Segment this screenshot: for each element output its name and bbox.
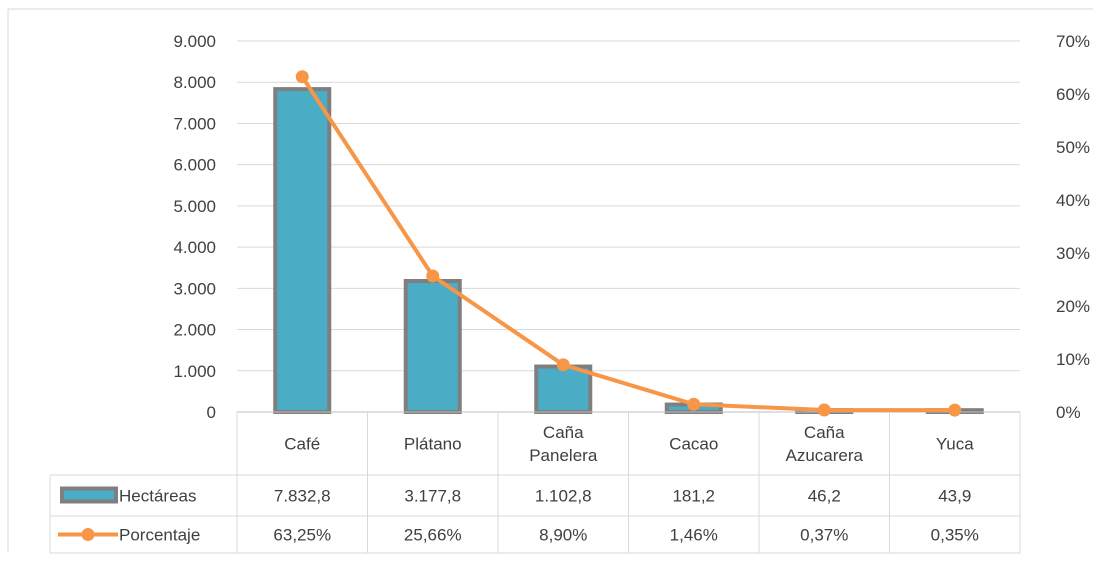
bar-2 <box>403 279 462 414</box>
category-label: Panelera <box>529 446 598 465</box>
category-label: Caña <box>804 423 845 442</box>
legend-key-porcentaje-marker <box>81 528 95 541</box>
porcentaje-point-4 <box>687 397 701 411</box>
left-axis-tick-label: 0 <box>207 403 216 422</box>
bar-1 <box>273 87 332 415</box>
left-axis-tick-label: 7.000 <box>173 114 216 133</box>
table-row-label: Porcentaje <box>119 526 200 545</box>
table-cell: 0,37% <box>800 526 848 545</box>
table-cell: 7.832,8 <box>274 487 331 506</box>
table-cell: 1,46% <box>670 526 718 545</box>
porcentaje-point-3 <box>556 358 570 372</box>
right-axis-tick-label: 70% <box>1056 32 1090 51</box>
table-row-label: Hectáreas <box>119 487 196 506</box>
table-cell: 181,2 <box>672 487 715 506</box>
left-axis-tick-label: 5.000 <box>173 197 216 216</box>
left-axis-tick-label: 8.000 <box>173 73 216 92</box>
category-label: Azucarera <box>786 446 864 465</box>
right-axis-tick-label: 50% <box>1056 138 1090 157</box>
left-axis-tick-label: 6.000 <box>173 156 216 175</box>
table-cell: 25,66% <box>404 526 462 545</box>
right-axis-tick-label: 60% <box>1056 85 1090 104</box>
table-cell: 0,35% <box>931 526 979 545</box>
left-axis-tick-label: 1.000 <box>173 362 216 381</box>
right-axis-tick-label: 0% <box>1056 403 1081 422</box>
left-axis-tick-label: 3.000 <box>173 279 216 298</box>
category-label: Caña <box>543 423 584 442</box>
table-cell: 43,9 <box>938 487 971 506</box>
table-cell: 8,90% <box>539 526 587 545</box>
bar-3 <box>534 364 593 414</box>
right-axis-tick-label: 10% <box>1056 350 1090 369</box>
porcentaje-point-2 <box>426 269 440 283</box>
table-cell: 3.177,8 <box>404 487 461 506</box>
left-axis-tick-label: 4.000 <box>173 238 216 257</box>
left-axis-tick-label: 2.000 <box>173 321 216 340</box>
left-axis-tick-label: 9.000 <box>173 32 216 51</box>
category-label: Café <box>284 435 320 454</box>
porcentaje-point-6 <box>948 403 962 417</box>
category-label: Plátano <box>404 435 462 454</box>
category-label: Yuca <box>936 435 974 454</box>
category-label: Cacao <box>669 435 718 454</box>
table-cell: 46,2 <box>808 487 841 506</box>
right-axis-tick-label: 20% <box>1056 297 1090 316</box>
table-cell: 1.102,8 <box>535 487 592 506</box>
right-axis-tick-label: 40% <box>1056 191 1090 210</box>
porcentaje-line <box>300 75 955 413</box>
porcentaje-point-1 <box>295 70 309 84</box>
porcentaje-point-5 <box>817 403 831 417</box>
right-axis-tick-label: 30% <box>1056 244 1090 263</box>
table-cell: 63,25% <box>273 526 331 545</box>
legend-key-hectareas <box>60 486 118 504</box>
